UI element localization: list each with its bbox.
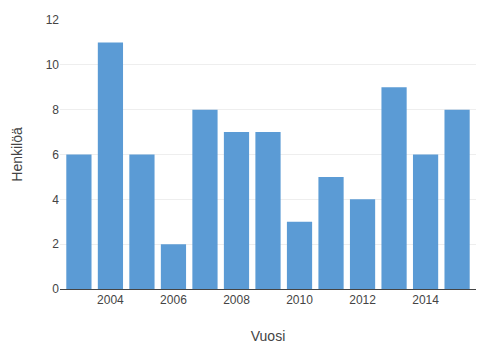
svg-text:4: 4 [52,193,59,207]
svg-text:2010: 2010 [286,293,313,307]
svg-text:2004: 2004 [97,293,124,307]
svg-text:10: 10 [46,58,60,72]
svg-text:2006: 2006 [160,293,187,307]
svg-text:2014: 2014 [412,293,439,307]
svg-text:Henkilöä: Henkilöä [9,127,25,182]
svg-text:2: 2 [52,237,59,251]
svg-text:2012: 2012 [349,293,376,307]
svg-text:0: 0 [52,282,59,296]
svg-text:8: 8 [52,103,59,117]
svg-text:2008: 2008 [223,293,250,307]
svg-text:12: 12 [46,13,60,27]
svg-text:Vuosi: Vuosi [251,328,286,344]
svg-text:6: 6 [52,148,59,162]
